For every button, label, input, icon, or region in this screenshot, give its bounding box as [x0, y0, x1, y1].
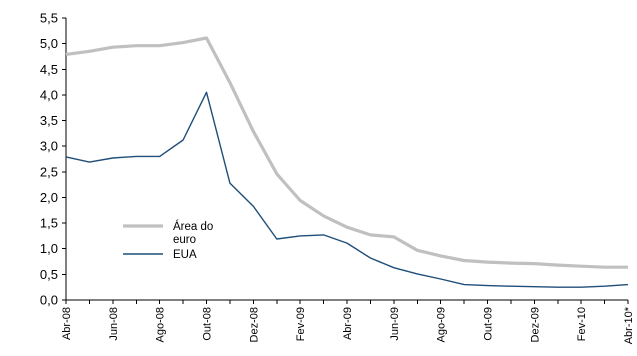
x-tick-label: Out-09	[483, 307, 495, 341]
x-tick-label: Dez-09	[529, 307, 541, 342]
series-line-area-do-euro	[65, 36, 628, 269]
series-layer	[65, 36, 629, 288]
y-tick-label: 3,0	[40, 139, 58, 154]
y-tick-label: 5,0	[40, 36, 58, 51]
y-tick-label: 4,0	[40, 87, 58, 102]
series-line-eua	[65, 91, 629, 288]
y-tick-label: 1,0	[40, 241, 58, 256]
y-tick-label: 2,5	[40, 164, 58, 179]
x-tick-label: Abr-10*	[623, 306, 635, 344]
y-tick-label: 1,5	[40, 216, 58, 231]
y-tick-label: 3,5	[40, 113, 58, 128]
y-tick-label: 2,0	[40, 190, 58, 205]
y-tick-label: 0,0	[40, 293, 58, 308]
x-axis: Abr-08 Jun-08 Ago-08 Out-08 Dez-08 Fev-09 Abr-…	[61, 299, 635, 344]
legend-label: EUA	[173, 249, 197, 261]
y-tick-label: 0,5	[40, 267, 58, 282]
x-tick-label: Jun-08	[108, 307, 120, 341]
x-tick-label: Jun-09	[389, 307, 401, 341]
legend-label: euro	[173, 234, 196, 246]
x-tick-label: Fev-10	[576, 307, 588, 341]
x-tick-label: Out-08	[202, 307, 214, 341]
x-tick-label: Abr-09	[342, 307, 354, 340]
y-tick-label: 5,5	[40, 11, 58, 26]
x-tick-label: Abr-08	[61, 307, 73, 340]
y-axis: 0,0 0,5 1,0 1,5 2,0 2,5 3,0 3,5 4,0 4,5 5,0 5,5	[40, 11, 67, 308]
x-tick-label: Fev-09	[295, 307, 307, 341]
y-tick-label: 4,5	[40, 62, 58, 77]
x-tick-label: Ago-08	[155, 307, 167, 342]
x-tick-label: Dez-08	[248, 307, 260, 342]
legend-label: Área do	[173, 220, 213, 233]
x-tick-label: Ago-09	[436, 307, 448, 342]
